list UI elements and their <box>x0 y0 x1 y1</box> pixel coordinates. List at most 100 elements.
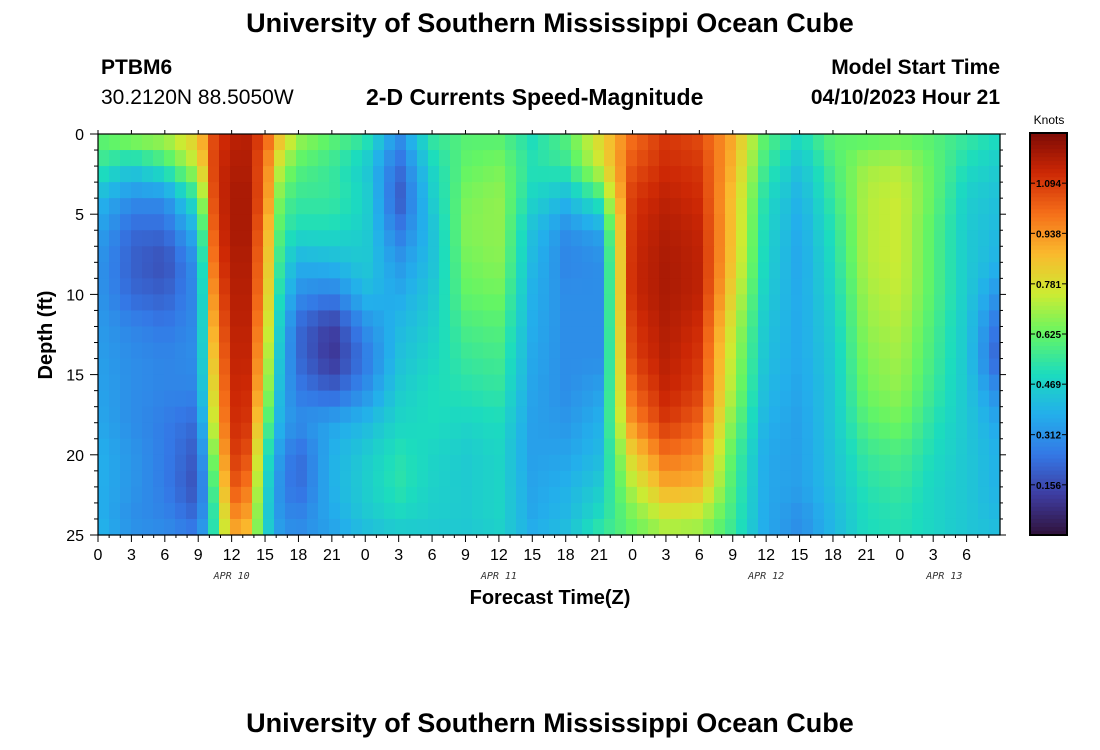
heatmap-cell <box>736 454 748 472</box>
heatmap-cell <box>571 390 583 408</box>
heatmap-cell <box>879 470 891 488</box>
heatmap-cell <box>758 422 770 440</box>
heatmap-cell <box>967 502 979 520</box>
heatmap-cell <box>417 454 429 472</box>
heatmap-cell <box>351 358 363 376</box>
heatmap-cell <box>373 294 385 312</box>
heatmap-cell <box>637 358 649 376</box>
heatmap-cell <box>890 486 902 504</box>
heatmap-cell <box>615 310 627 328</box>
heatmap-cell <box>780 406 792 424</box>
heatmap-cell <box>758 486 770 504</box>
heatmap-cell <box>692 278 704 295</box>
heatmap-cell <box>373 358 385 376</box>
heatmap-cell <box>670 198 682 215</box>
heatmap-cell <box>175 502 187 520</box>
heatmap-cell <box>505 422 517 440</box>
heatmap-cell <box>505 502 517 520</box>
heatmap-cell <box>494 294 506 312</box>
heatmap-cell <box>780 422 792 440</box>
heatmap-cell <box>219 262 231 279</box>
heatmap-cell <box>164 454 176 472</box>
heatmap-cell <box>890 278 902 295</box>
heatmap-cell <box>406 198 418 215</box>
heatmap-cell <box>450 246 462 263</box>
heatmap-cell <box>560 470 572 488</box>
heatmap-cell <box>164 246 176 263</box>
heatmap-cell <box>263 438 275 456</box>
heatmap-cell <box>736 374 748 392</box>
heatmap-cell <box>461 502 473 520</box>
heatmap-cell <box>274 406 286 424</box>
heatmap-cell <box>439 438 451 456</box>
heatmap-cell <box>340 246 352 263</box>
heatmap-cell <box>428 358 440 376</box>
heatmap-cell <box>428 262 440 279</box>
heatmap-cell <box>406 230 418 247</box>
heatmap-cell <box>241 326 253 344</box>
heatmap-cell <box>538 214 550 231</box>
heatmap-cell <box>263 470 275 488</box>
heatmap-cell <box>824 262 836 279</box>
heatmap-cell <box>362 198 374 215</box>
heatmap-cell <box>428 406 440 424</box>
heatmap-cell <box>868 134 880 151</box>
heatmap-cell <box>384 486 396 504</box>
heatmap-cell <box>934 278 946 295</box>
heatmap-cell <box>637 326 649 344</box>
heatmap-cell <box>274 214 286 231</box>
heatmap-cell <box>263 262 275 279</box>
heatmap-cell <box>857 374 869 392</box>
heatmap-cell <box>582 470 594 488</box>
colorbar-segment <box>1030 261 1067 267</box>
heatmap-cell <box>428 278 440 295</box>
heatmap-cell <box>648 438 660 456</box>
heatmap-cell <box>351 150 363 167</box>
heatmap-cell <box>813 278 825 295</box>
heatmap-cell <box>615 454 627 472</box>
heatmap-cell <box>582 294 594 312</box>
heatmap-cell <box>483 486 495 504</box>
heatmap-cell <box>813 262 825 279</box>
heatmap-cell <box>252 166 264 183</box>
heatmap-cell <box>340 502 352 520</box>
heatmap-cell <box>945 358 957 376</box>
heatmap-cell <box>219 486 231 504</box>
heatmap-cell <box>582 486 594 504</box>
heatmap-cell <box>670 182 682 199</box>
heatmap-cell <box>120 438 132 456</box>
colorbar-segment <box>1030 366 1067 371</box>
heatmap-cell <box>417 214 429 231</box>
heatmap-cell <box>912 390 924 408</box>
heatmap-cell <box>120 246 132 263</box>
heatmap-cell <box>318 390 330 408</box>
heatmap-cell <box>395 294 407 312</box>
heatmap-cell <box>956 326 968 344</box>
heatmap-cell <box>406 278 418 295</box>
heatmap-cell <box>736 182 748 199</box>
heatmap-cell <box>340 374 352 392</box>
heatmap-cell <box>824 374 836 392</box>
heatmap-cell <box>340 390 352 408</box>
heatmap-cell <box>428 214 440 231</box>
heatmap-cell <box>912 134 924 151</box>
heatmap-cell <box>362 134 374 151</box>
heatmap-cell <box>967 454 979 472</box>
heatmap-cell <box>120 486 132 504</box>
heatmap-cell <box>802 358 814 376</box>
heatmap-cell <box>505 358 517 376</box>
heatmap-cell <box>362 326 374 344</box>
heatmap-cell <box>164 342 176 360</box>
heatmap-cell <box>637 390 649 408</box>
heatmap-cell <box>395 246 407 263</box>
heatmap-cell <box>956 438 968 456</box>
heatmap-cell <box>791 454 803 472</box>
heatmap-cell <box>747 406 759 424</box>
heatmap-cell <box>725 326 737 344</box>
heatmap-cell <box>494 246 506 263</box>
heatmap-cell <box>934 150 946 167</box>
heatmap-cell <box>670 390 682 408</box>
heatmap-cell <box>351 198 363 215</box>
heatmap-cell <box>494 438 506 456</box>
